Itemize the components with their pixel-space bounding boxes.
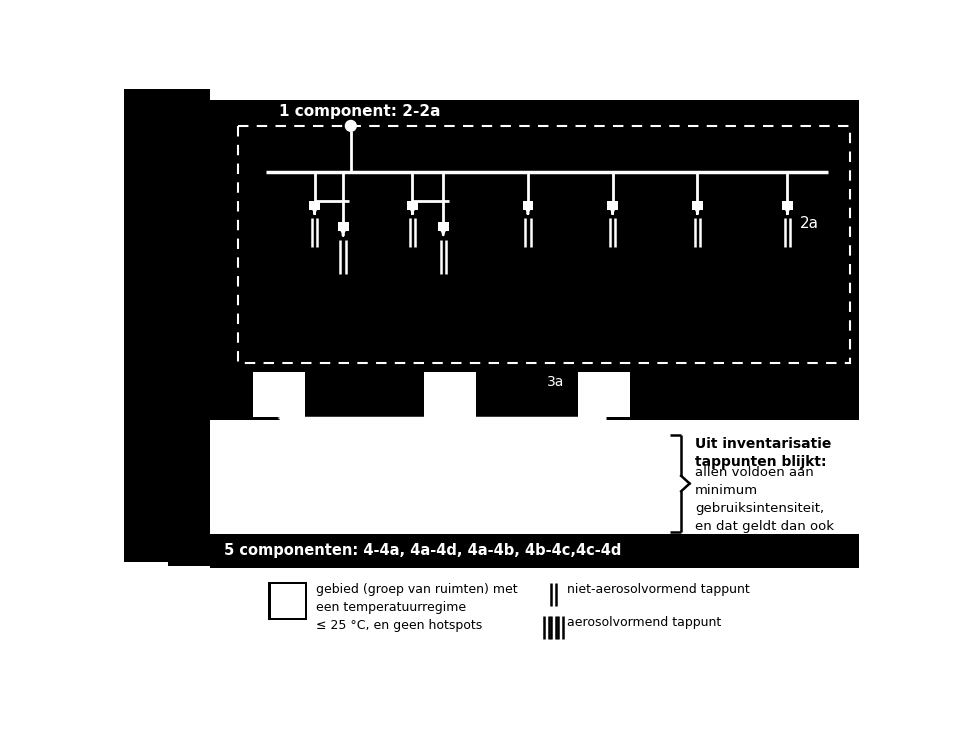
Bar [781,201,792,210]
Text: 5 componenten: 4-4a, 4a-4d, 4a-4b, 4b-4c,4c-4d: 5 componenten: 4-4a, 4a-4d, 4a-4b, 4b-4c… [224,543,620,559]
Bar [309,201,320,210]
Bar [169,574,209,597]
Bar [522,201,533,210]
Bar [123,89,209,566]
Bar [691,201,702,210]
Bar [209,534,859,568]
Text: aerosolvormend tappunt: aerosolvormend tappunt [567,617,721,629]
Text: Uit inventarisatie
tappunten blijkt:: Uit inventarisatie tappunten blijkt: [695,437,830,469]
Text: niet-aerosolvormend tappunt: niet-aerosolvormend tappunt [567,583,749,597]
Circle shape [345,121,356,131]
Text: 2a: 2a [798,216,818,231]
Text: 1 component: 2-2a: 1 component: 2-2a [279,104,440,119]
Bar [607,201,617,210]
Bar [209,101,859,420]
Bar [337,222,348,231]
Bar [209,574,859,659]
Bar [270,584,304,618]
Text: 3a: 3a [547,375,564,388]
Bar [209,420,859,534]
Bar [437,222,448,231]
Bar [268,582,306,620]
Bar [578,372,630,417]
Bar [123,562,169,597]
Text: allen voldoen aan
minimum
gebruiksintensiteit,
en dat geldt dan ook
voor alle le: allen voldoen aan minimum gebruiksintens… [695,466,838,568]
Bar [423,372,476,417]
Bar [407,201,418,210]
Text: gebied (groep van ruimten) met
een temperatuurregime
≤ 25 °C, en geen hotspots: gebied (groep van ruimten) met een tempe… [316,583,517,632]
Bar [237,126,849,363]
Bar [253,372,305,417]
